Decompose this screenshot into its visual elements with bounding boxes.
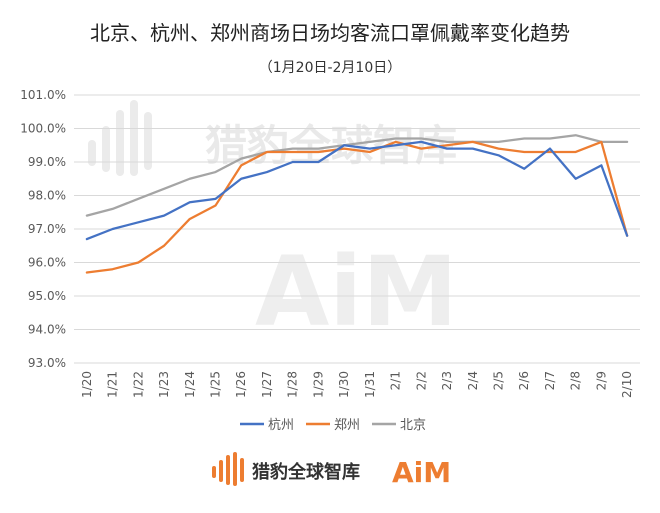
y-tick-label: 97.0%	[28, 222, 66, 236]
series-line-0	[85, 140, 629, 241]
x-tick-label: 2/2	[414, 371, 428, 390]
series-line-1	[85, 140, 629, 274]
x-tick-label: 1/20	[80, 371, 94, 398]
x-tick-label: 1/24	[183, 371, 197, 398]
x-tick-label: 1/23	[157, 371, 171, 398]
y-tick-label: 100.0%	[20, 122, 66, 136]
y-tick-label: 98.0%	[28, 189, 66, 203]
watermark-flame-icon	[88, 100, 152, 176]
y-axis: 93.0% 94.0% 95.0% 96.0% 97.0% 98.0% 99.0% 100.0…	[20, 88, 66, 370]
brand-flame-icon	[212, 452, 244, 486]
x-tick-label: 1/28	[286, 371, 300, 398]
x-tick-label: 2/4	[466, 371, 480, 390]
y-tick-label: 94.0%	[28, 323, 66, 337]
x-tick-label: 2/7	[543, 371, 557, 390]
x-tick-label: 1/26	[234, 371, 248, 398]
x-tick-label: 2/8	[569, 371, 583, 390]
y-tick-label: 96.0%	[28, 256, 66, 270]
watermark-logo: AiM	[255, 236, 458, 348]
x-axis: 1/20 1/21 1/22 1/23 1/24 1/25 1/26 1/27 1/28 1/29…	[80, 371, 634, 398]
x-tick-label: 1/29	[311, 371, 325, 398]
x-tick-label: 2/5	[492, 371, 506, 390]
x-tick-label: 1/25	[209, 371, 223, 398]
y-tick-label: 93.0%	[28, 356, 66, 370]
x-tick-label: 2/1	[389, 371, 403, 390]
chart-title: 北京、杭州、郑州商场日场均客流口罩佩戴率变化趋势	[90, 21, 570, 45]
y-tick-label: 95.0%	[28, 289, 66, 303]
x-tick-label: 1/31	[363, 371, 377, 398]
x-tick-label: 1/22	[131, 371, 145, 398]
x-tick-label: 1/27	[260, 371, 274, 398]
series-lines	[85, 134, 629, 274]
footer-brand: 猎豹全球智库 AiM	[212, 452, 451, 489]
x-tick-label: 1/30	[337, 371, 351, 398]
legend-label-hangzhou: 杭州	[268, 418, 294, 433]
x-tick-label: 2/9	[594, 371, 608, 390]
x-tick-label: 2/6	[517, 371, 531, 390]
legend-label-zhengzhou: 郑州	[334, 418, 360, 433]
y-tick-label: 99.0%	[28, 155, 66, 169]
legend-label-beijing: 北京	[400, 418, 426, 433]
x-tick-label: 2/10	[620, 371, 634, 398]
y-tick-label: 101.0%	[20, 88, 66, 102]
x-tick-label: 1/21	[106, 371, 120, 398]
x-tick-label: 2/3	[440, 371, 454, 390]
watermark: 猎豹全球智库 AiM	[88, 100, 458, 348]
brand-name: 猎豹全球智库	[252, 461, 360, 483]
brand-logo: AiM	[392, 456, 451, 489]
gridlines	[74, 94, 640, 364]
chart-subtitle: （1月20日-2月10日）	[259, 60, 402, 76]
series-line-2	[85, 134, 629, 217]
legend: 杭州 郑州 北京	[240, 418, 426, 433]
